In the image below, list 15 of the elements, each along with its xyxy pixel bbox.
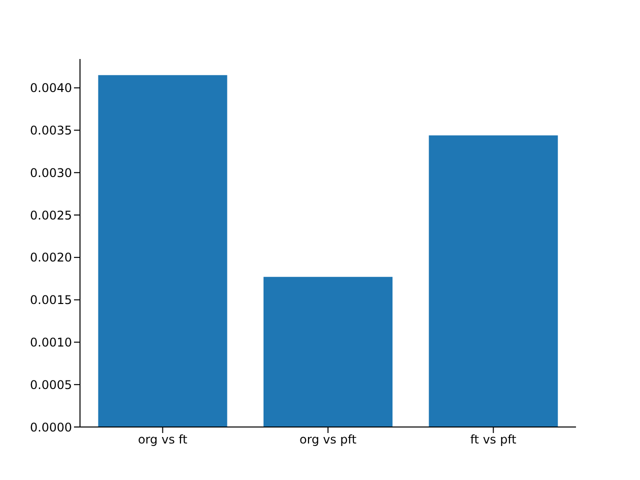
x-tick-label: org vs pft [300, 432, 357, 447]
y-tick-label: 0.0030 [30, 166, 72, 180]
x-tick-label: ft vs pft [470, 432, 517, 447]
x-tick-label: org vs ft [138, 432, 188, 447]
bar [98, 75, 228, 427]
bar [428, 135, 558, 427]
y-tick-label: 0.0020 [30, 250, 72, 265]
y-tick-label: 0.0025 [30, 208, 72, 222]
y-tick-label: 0.0005 [30, 378, 72, 392]
y-tick-label: 0.0000 [30, 420, 72, 434]
bar [264, 276, 393, 427]
y-tick-label: 0.0035 [30, 123, 72, 138]
y-tick-label: 0.0015 [30, 293, 72, 308]
y-tick-label: 0.0040 [30, 81, 72, 96]
y-tick-label: 0.0010 [30, 335, 72, 350]
